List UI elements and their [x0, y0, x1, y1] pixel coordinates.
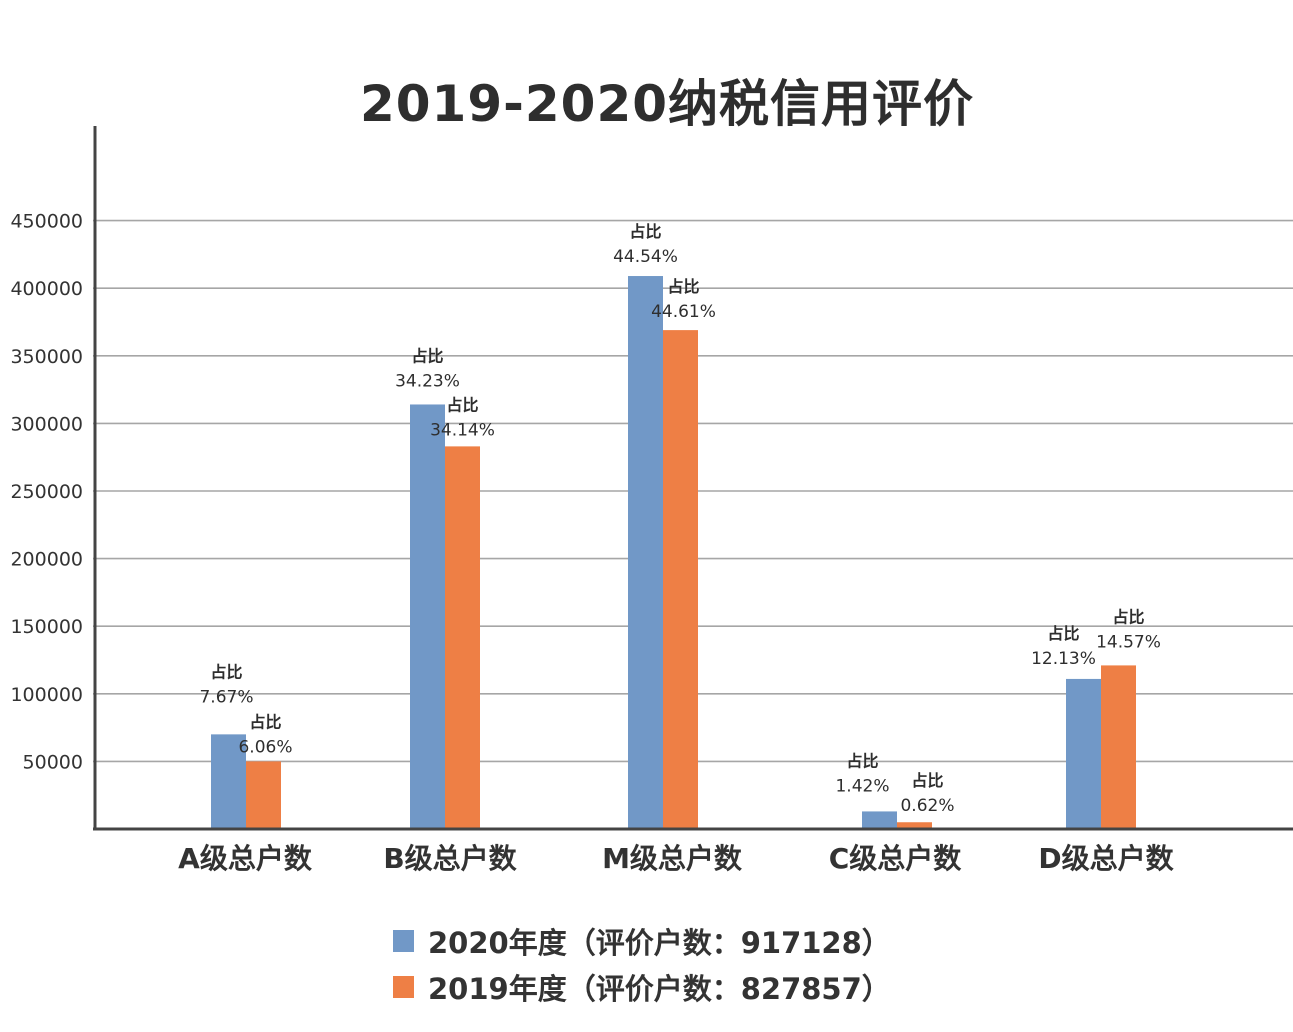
- y-tick-label: 150000: [10, 616, 83, 638]
- bar-2020: [1066, 678, 1101, 829]
- y-tick-label: 200000: [10, 549, 83, 571]
- data-label-prefix: 占比: [1112, 607, 1144, 626]
- bar-2019: [445, 446, 480, 829]
- bar-2020: [628, 276, 663, 830]
- y-tick-label: 350000: [10, 346, 83, 368]
- bar-2019: [1101, 665, 1136, 829]
- y-tick-label: 50000: [23, 751, 83, 773]
- data-label-prefix: 占比: [411, 346, 443, 365]
- x-category-label: M级总户数: [602, 842, 743, 875]
- data-label-value: 1.42%: [835, 776, 889, 796]
- y-tick-label: 450000: [10, 211, 83, 233]
- legend-label-2019: 2019年度（评价户数：827857）: [428, 972, 891, 1006]
- bar-2020: [211, 734, 246, 829]
- legend-item-2019: 2019年度（评价户数：827857）: [393, 964, 891, 1010]
- data-label-prefix: 占比: [210, 662, 242, 681]
- legend-label-2020: 2020年度（评价户数：917128）: [428, 926, 891, 960]
- bar-2019: [663, 330, 698, 829]
- y-tick-label: 250000: [10, 481, 83, 503]
- chart-title: 2019-2020纳税信用评价: [359, 75, 975, 133]
- bar-2019: [246, 761, 281, 829]
- data-label-prefix: 占比: [249, 712, 281, 731]
- data-label-value: 44.54%: [613, 247, 678, 267]
- data-label-prefix: 占比: [1047, 624, 1079, 643]
- data-label-value: 44.61%: [651, 302, 716, 322]
- data-label-value: 34.14%: [430, 420, 495, 440]
- x-category-label: A级总户数: [178, 842, 313, 875]
- data-label-value: 12.13%: [1031, 649, 1096, 669]
- data-label-value: 6.06%: [238, 737, 292, 757]
- x-category-label: C级总户数: [829, 842, 963, 875]
- data-label-prefix: 占比: [846, 751, 878, 770]
- data-label-value: 34.23%: [395, 371, 460, 391]
- x-category-label: B级总户数: [383, 842, 517, 875]
- legend: 2020年度（评价户数：917128） 2019年度（评价户数：827857）: [393, 918, 891, 1010]
- bar-2020: [410, 404, 445, 829]
- y-tick-label: 400000: [10, 278, 83, 300]
- data-label-prefix: 占比: [667, 277, 699, 296]
- bar-2019: [897, 822, 932, 829]
- y-tick-label: 300000: [10, 413, 83, 435]
- y-tick-label: 100000: [10, 684, 83, 706]
- data-label-prefix: 占比: [911, 771, 943, 790]
- x-category-label: D级总户数: [1038, 842, 1174, 875]
- legend-swatch-2020: [393, 930, 414, 952]
- bar-2020: [862, 811, 897, 829]
- data-label-prefix: 占比: [446, 395, 478, 414]
- data-label-value: 7.67%: [199, 687, 253, 707]
- data-label-value: 0.62%: [900, 796, 954, 816]
- data-label-prefix: 占比: [629, 222, 661, 241]
- legend-item-2020: 2020年度（评价户数：917128）: [393, 918, 891, 964]
- legend-swatch-2019: [393, 976, 414, 998]
- data-label-value: 14.57%: [1096, 632, 1161, 652]
